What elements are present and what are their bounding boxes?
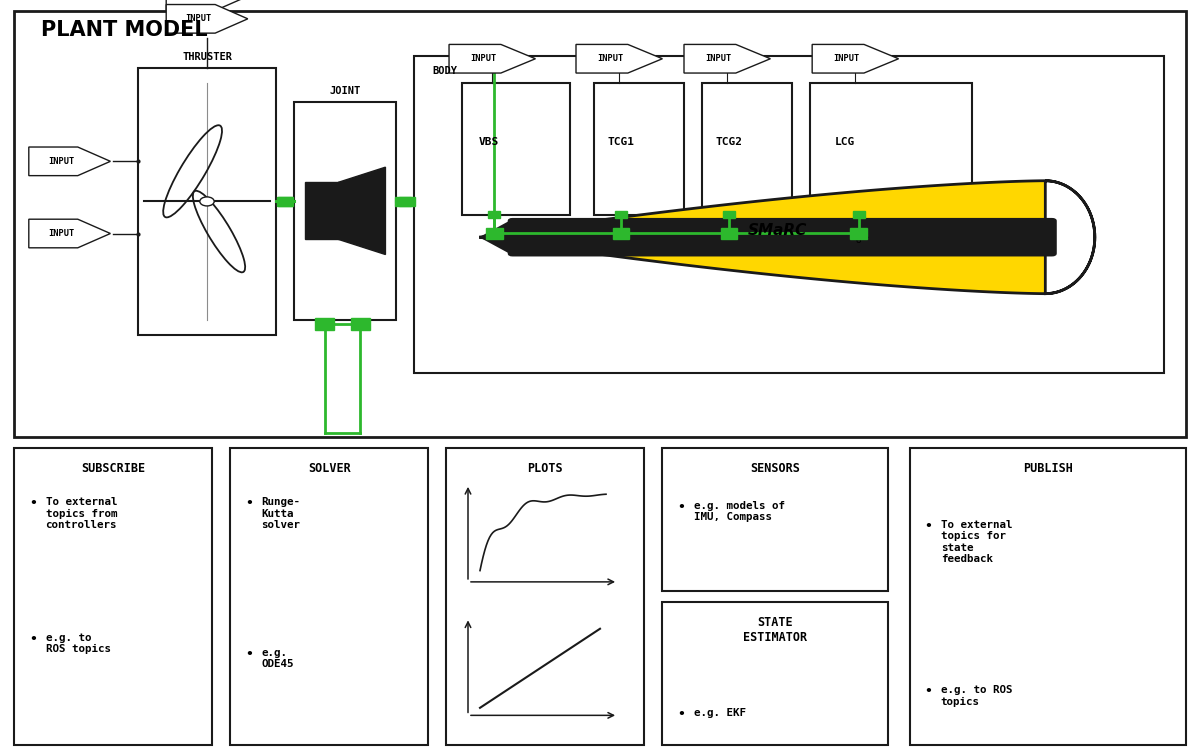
FancyBboxPatch shape (230, 448, 428, 745)
Text: INPUT: INPUT (706, 54, 732, 63)
Polygon shape (812, 44, 899, 73)
Text: To external
topics for
state
feedback: To external topics for state feedback (941, 520, 1013, 565)
Text: To external
topics from
controllers: To external topics from controllers (46, 497, 118, 530)
Bar (396, 197, 412, 206)
Text: •: • (924, 520, 932, 532)
Polygon shape (29, 219, 110, 248)
Bar (278, 197, 294, 206)
Polygon shape (29, 147, 110, 175)
Text: o°°: o°° (856, 236, 870, 245)
Text: THRUSTER: THRUSTER (182, 52, 232, 62)
Bar (487, 52, 502, 61)
FancyBboxPatch shape (508, 218, 1057, 257)
Text: INPUT: INPUT (48, 229, 74, 238)
Bar (276, 197, 293, 206)
Bar (486, 228, 503, 239)
Bar (722, 211, 734, 218)
Text: SENSORS: SENSORS (750, 462, 800, 474)
Polygon shape (479, 181, 1094, 294)
Bar (851, 228, 868, 239)
Text: •: • (924, 685, 932, 698)
Text: VBS: VBS (479, 137, 498, 147)
Polygon shape (449, 44, 535, 73)
Polygon shape (166, 5, 248, 33)
Bar (612, 228, 629, 239)
FancyBboxPatch shape (662, 602, 888, 745)
Polygon shape (479, 219, 512, 255)
Text: •: • (677, 708, 685, 721)
Bar (314, 318, 335, 330)
Bar (852, 211, 864, 218)
Ellipse shape (163, 125, 222, 218)
Bar (616, 211, 628, 218)
FancyBboxPatch shape (702, 83, 792, 215)
Text: STATE
ESTIMATOR: STATE ESTIMATOR (743, 616, 808, 644)
Text: PUBLISH: PUBLISH (1022, 462, 1073, 474)
Text: •: • (245, 497, 253, 510)
Ellipse shape (193, 191, 245, 273)
Text: BODY: BODY (432, 66, 457, 75)
Ellipse shape (200, 197, 215, 206)
Text: TCG2: TCG2 (715, 137, 743, 147)
FancyBboxPatch shape (462, 83, 570, 215)
Text: •: • (29, 633, 37, 645)
Text: INPUT: INPUT (834, 54, 860, 63)
Text: •: • (29, 497, 37, 510)
FancyBboxPatch shape (138, 68, 276, 335)
Polygon shape (576, 44, 662, 73)
Text: •: • (677, 501, 685, 514)
Text: SUBSCRIBE: SUBSCRIBE (82, 462, 145, 474)
Text: JOINT: JOINT (329, 86, 361, 96)
Text: INPUT: INPUT (598, 54, 624, 63)
FancyBboxPatch shape (14, 448, 212, 745)
Text: PLOTS: PLOTS (528, 462, 563, 474)
Text: INPUT: INPUT (48, 157, 74, 166)
Bar (720, 228, 737, 239)
Bar (350, 318, 370, 330)
FancyBboxPatch shape (662, 448, 888, 591)
Polygon shape (684, 44, 770, 73)
FancyBboxPatch shape (910, 448, 1186, 745)
Text: •: • (245, 648, 253, 660)
Text: SOLVER: SOLVER (308, 462, 350, 474)
FancyBboxPatch shape (594, 83, 684, 215)
FancyBboxPatch shape (414, 56, 1164, 373)
Bar (488, 211, 500, 218)
Text: PLANT MODEL: PLANT MODEL (41, 20, 208, 41)
Text: INPUT: INPUT (470, 54, 497, 63)
FancyBboxPatch shape (446, 448, 644, 745)
Text: e.g.
ODE45: e.g. ODE45 (262, 648, 294, 669)
Text: LCG: LCG (834, 137, 854, 147)
Text: e.g. EKF: e.g. EKF (694, 708, 745, 718)
Text: SMaRC: SMaRC (748, 223, 808, 238)
Polygon shape (166, 0, 248, 11)
FancyBboxPatch shape (14, 11, 1186, 437)
Text: e.g. models of
IMU, Compass: e.g. models of IMU, Compass (694, 501, 785, 523)
FancyBboxPatch shape (294, 102, 396, 320)
Text: Runge-
Kutta
solver: Runge- Kutta solver (262, 497, 301, 530)
FancyBboxPatch shape (305, 182, 338, 239)
Text: e.g. to ROS
topics: e.g. to ROS topics (941, 685, 1013, 707)
Bar (398, 197, 415, 206)
Polygon shape (338, 167, 385, 255)
FancyBboxPatch shape (810, 83, 972, 215)
Text: INPUT: INPUT (186, 14, 212, 23)
Text: e.g. to
ROS topics: e.g. to ROS topics (46, 633, 110, 654)
Text: TCG1: TCG1 (607, 137, 635, 147)
